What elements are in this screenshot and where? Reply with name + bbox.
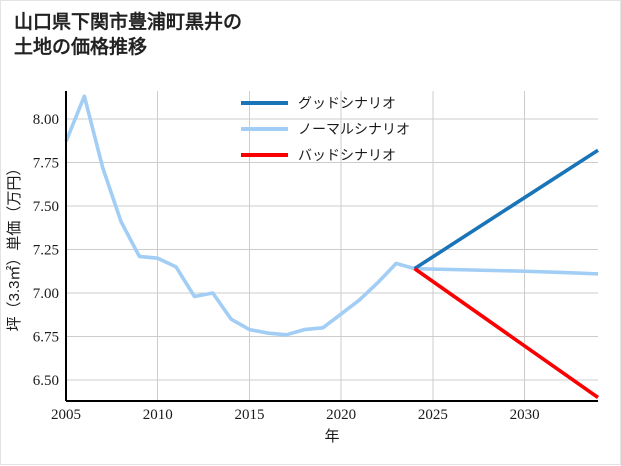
- legend-label: グッドシナリオ: [298, 95, 396, 111]
- y-tick-label: 7.75: [33, 155, 59, 171]
- axis-spines: [64, 91, 598, 403]
- series-line: [413, 148, 599, 271]
- x-tick-label: 2025: [418, 407, 448, 423]
- y-tick-label: 6.50: [33, 373, 59, 389]
- series-line: [413, 267, 600, 399]
- series-line: [64, 94, 599, 337]
- legend-label: ノーマルシナリオ: [298, 121, 410, 137]
- x-tick-label: 2030: [510, 407, 540, 423]
- y-tick-label: 7.25: [33, 242, 59, 258]
- x-tick-label: 2005: [51, 407, 81, 423]
- page-title: 山口県下関市豊浦町黒井の 土地の価格推移: [14, 12, 243, 59]
- y-tick-label: 7.50: [33, 199, 59, 215]
- gridlines: [65, 91, 598, 401]
- legend-label: バッドシナリオ: [298, 147, 396, 163]
- series-layer: [64, 94, 600, 399]
- y-tick-labels: 6.50 6.75 7.00 7.25 7.50 7.75 8.00: [33, 112, 59, 389]
- x-axis-title: 年: [324, 428, 339, 445]
- y-tick-label: 8.00: [33, 112, 59, 128]
- x-tick-label: 2015: [234, 407, 264, 423]
- x-tick-labels: 2005 2010 2015 2020 2025 2030: [51, 407, 540, 423]
- x-tick-label: 2020: [326, 407, 356, 423]
- y-tick-label: 7.00: [33, 286, 59, 302]
- y-tick-label: 6.75: [33, 330, 59, 346]
- y-axis-title: 坪（3.3㎡）単価（万円）: [6, 161, 23, 332]
- x-tick-label: 2010: [143, 407, 173, 423]
